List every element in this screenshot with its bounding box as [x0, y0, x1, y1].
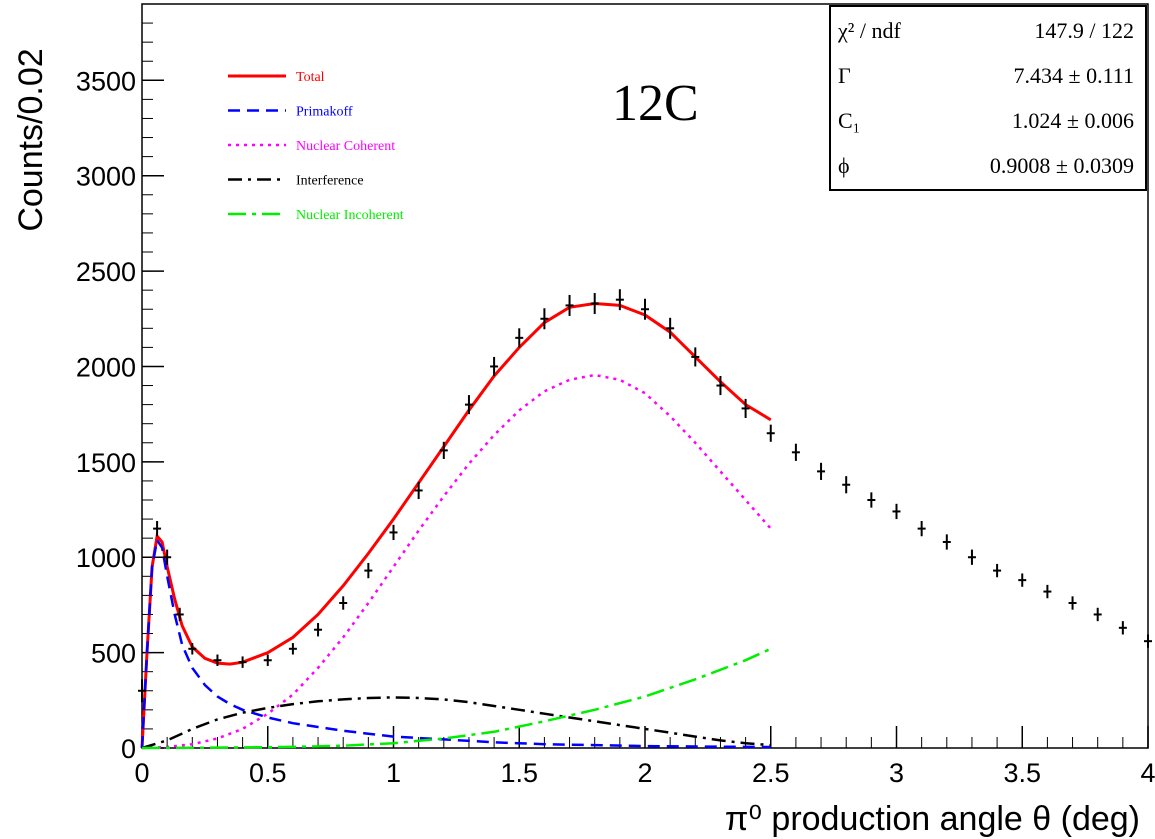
stat-label: C₁: [838, 108, 860, 133]
stat-label: Γ: [838, 63, 851, 88]
data-point: [163, 549, 172, 565]
data-point: [691, 347, 700, 367]
data-point: [892, 503, 901, 520]
x-tick-label: 1: [386, 758, 401, 788]
data-point: [766, 424, 775, 442]
x-tick-labels: 0 0.5 1 1.5 2 2.5 3 3.5 4: [134, 758, 1155, 788]
data-point: [490, 356, 499, 376]
stat-value: 147.9 / 122: [1034, 18, 1134, 43]
stats-table: χ² / ndf 147.9 / 122 Γ 7.434 ± 0.111 C₁ 1.024…: [837, 18, 1134, 178]
y-tick-label: 2500: [76, 257, 136, 287]
series-line-nuclear-coherent: [141, 373, 772, 750]
data-point: [175, 607, 184, 622]
data-point: [1068, 596, 1077, 610]
data-point: [1043, 584, 1052, 599]
data-point: [716, 376, 725, 396]
x-tick-label: 0.5: [249, 758, 287, 788]
data-point: [540, 308, 549, 330]
data-points: [138, 289, 1152, 703]
data-point: [464, 395, 473, 415]
data-point: [1093, 607, 1102, 622]
data-point: [842, 476, 851, 494]
data-point: [993, 563, 1002, 578]
data-point: [314, 623, 323, 637]
fit-curves: [140, 301, 772, 750]
data-point: [153, 520, 162, 537]
stat-value: 1.024 ± 0.006: [1012, 108, 1134, 133]
data-point: [817, 462, 826, 480]
legend-label: Nuclear Coherent: [296, 139, 395, 154]
stat-label: ϕ: [838, 153, 850, 178]
series-line-interference: [141, 696, 771, 750]
x-tick-label: 2.5: [752, 758, 790, 788]
series-line-total: [140, 301, 772, 749]
y-tick-labels: 0 500 1000 1500 2000 2500 3000 3500: [76, 66, 136, 764]
data-point: [942, 534, 951, 550]
x-tick-label: 2: [637, 758, 652, 788]
data-point: [967, 549, 976, 565]
data-point: [917, 520, 926, 537]
nucleus-annotation: 12C: [612, 75, 699, 132]
x-axis-label: π⁰ production angle θ (deg): [725, 800, 1140, 838]
x-tick-label: 1.5: [500, 758, 538, 788]
data-point: [138, 679, 146, 703]
stat-value: 7.434 ± 0.111: [1014, 63, 1134, 88]
data-point: [238, 656, 247, 668]
data-point: [389, 524, 398, 541]
y-tick-label: 3000: [76, 162, 136, 192]
data-point: [641, 298, 649, 320]
data-point: [339, 596, 348, 610]
legend-label: Nuclear Incoherent: [296, 208, 404, 223]
legend-label: Total: [296, 70, 325, 85]
data-point: [213, 654, 222, 666]
y-tick-label: 1500: [76, 448, 136, 478]
stat-label: χ² / ndf: [837, 18, 901, 43]
data-point: [1118, 621, 1127, 635]
data-point: [1144, 634, 1152, 648]
data-point: [741, 398, 750, 418]
data-point: [666, 317, 675, 339]
data-point: [515, 328, 524, 348]
series-line-primakoff: [140, 536, 771, 749]
legend-label: Primakoff: [296, 105, 353, 120]
data-point: [1018, 573, 1027, 587]
x-tick-label: 0: [134, 758, 149, 788]
stat-value: 0.9008 ± 0.0309: [990, 153, 1134, 178]
legend: Total Primakoff Nuclear Coherent Interferen…: [228, 70, 404, 223]
data-point: [439, 441, 448, 459]
data-point: [288, 643, 297, 655]
series-line-nuclear-incoherent: [141, 647, 772, 750]
y-tick-label: 500: [91, 639, 136, 669]
data-point: [565, 294, 574, 316]
data-point: [188, 643, 197, 655]
data-point: [791, 443, 800, 461]
data-point: [590, 293, 599, 314]
y-axis-label: Counts/0.02: [12, 48, 50, 231]
y-tick-label: 3500: [76, 66, 136, 96]
legend-label: Interference: [296, 174, 364, 189]
x-tick-label: 3: [889, 758, 904, 788]
data-point: [414, 481, 423, 500]
y-tick-label: 2000: [76, 352, 136, 382]
data-point: [615, 289, 624, 311]
x-tick-label: 4: [1140, 758, 1155, 788]
stats-box: [829, 5, 1147, 191]
x-tick-label: 3.5: [1003, 758, 1041, 788]
data-point: [364, 562, 373, 579]
data-point: [263, 654, 272, 666]
y-tick-label: 0: [121, 734, 136, 764]
y-tick-label: 1000: [76, 543, 136, 573]
data-point: [867, 492, 876, 508]
